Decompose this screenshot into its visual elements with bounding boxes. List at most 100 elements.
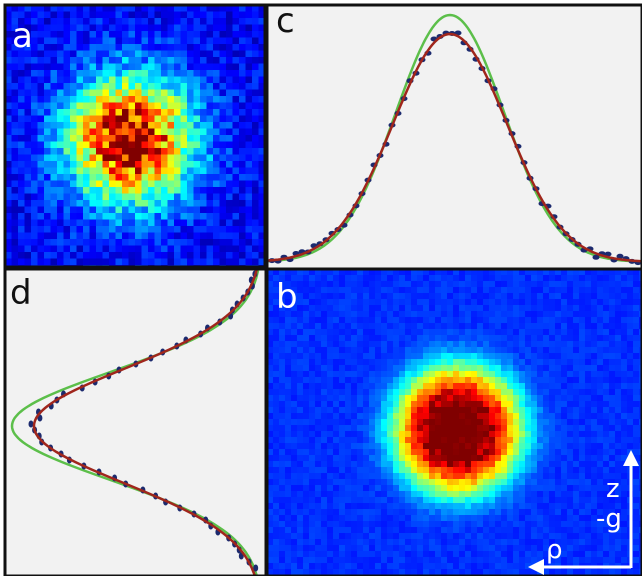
pixel <box>441 371 447 377</box>
pixel <box>435 425 441 431</box>
pixel <box>168 77 175 84</box>
pixel <box>70 168 77 175</box>
pixel <box>393 569 399 575</box>
pixel <box>627 395 633 401</box>
pixel <box>591 365 597 371</box>
pixel <box>345 557 351 563</box>
pixel <box>321 545 327 551</box>
pixel <box>561 437 567 443</box>
pixel <box>387 413 393 419</box>
pixel <box>285 539 291 545</box>
pixel <box>441 335 447 341</box>
pixel <box>423 539 429 545</box>
pixel <box>129 116 136 123</box>
pixel <box>83 103 90 110</box>
pixel <box>357 497 363 503</box>
pixel <box>273 551 279 557</box>
pixel <box>357 521 363 527</box>
pixel <box>423 461 429 467</box>
pixel <box>603 359 609 365</box>
pixel <box>315 293 321 299</box>
pixel <box>399 299 405 305</box>
pixel <box>519 533 525 539</box>
pixel <box>585 503 591 509</box>
pixel <box>423 551 429 557</box>
pixel <box>525 281 531 287</box>
pixel <box>483 455 489 461</box>
pixel <box>279 527 285 533</box>
pixel <box>363 509 369 515</box>
pixel <box>321 287 327 293</box>
pixel <box>387 293 393 299</box>
pixel <box>441 413 447 419</box>
pixel <box>477 455 483 461</box>
pixel <box>603 467 609 473</box>
pixel <box>339 473 345 479</box>
pixel <box>435 491 441 497</box>
pixel <box>273 353 279 359</box>
pixel <box>507 311 513 317</box>
pixel <box>309 491 315 497</box>
pixel <box>411 515 417 521</box>
pixel <box>31 148 38 155</box>
pixel <box>187 90 194 97</box>
pixel <box>129 226 136 233</box>
pixel <box>387 527 393 533</box>
pixel <box>168 25 175 32</box>
pixel <box>200 18 207 25</box>
pixel <box>363 395 369 401</box>
pixel <box>303 467 309 473</box>
pixel <box>122 135 129 142</box>
pixel <box>187 96 194 103</box>
pixel <box>155 246 162 253</box>
pixel <box>507 347 513 353</box>
pixel <box>357 395 363 401</box>
pixel <box>591 305 597 311</box>
pixel <box>194 220 201 227</box>
pixel <box>339 395 345 401</box>
pixel <box>339 275 345 281</box>
pixel <box>549 383 555 389</box>
pixel <box>333 485 339 491</box>
pixel <box>285 431 291 437</box>
pixel <box>591 353 597 359</box>
pixel <box>471 413 477 419</box>
pixel <box>393 377 399 383</box>
pixel <box>90 181 97 188</box>
pixel <box>549 305 555 311</box>
pixel <box>519 509 525 515</box>
pixel <box>609 545 615 551</box>
pixel <box>279 419 285 425</box>
pixel <box>375 557 381 563</box>
pixel <box>465 467 471 473</box>
pixel <box>549 479 555 485</box>
pixel <box>633 515 639 521</box>
pixel <box>168 129 175 136</box>
pixel <box>297 353 303 359</box>
pixel <box>459 551 465 557</box>
pixel <box>83 246 90 253</box>
pixel <box>507 527 513 533</box>
pixel <box>194 213 201 220</box>
pixel <box>633 377 639 383</box>
pixel <box>103 155 110 162</box>
pixel <box>64 122 71 129</box>
pixel <box>64 25 71 32</box>
pixel <box>135 168 142 175</box>
pixel <box>405 281 411 287</box>
pixel <box>375 545 381 551</box>
pixel <box>561 449 567 455</box>
pixel <box>567 287 573 293</box>
pixel <box>393 449 399 455</box>
pixel <box>483 293 489 299</box>
pixel <box>561 299 567 305</box>
pixel <box>252 233 259 240</box>
pixel <box>507 383 513 389</box>
pixel <box>12 181 19 188</box>
pixel <box>181 142 188 149</box>
pixel <box>161 25 168 32</box>
pixel <box>18 83 25 90</box>
pixel <box>417 515 423 521</box>
pixel <box>519 449 525 455</box>
pixel <box>200 109 207 116</box>
